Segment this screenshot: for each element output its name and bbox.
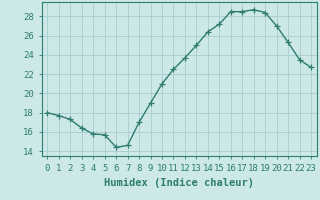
X-axis label: Humidex (Indice chaleur): Humidex (Indice chaleur)	[104, 178, 254, 188]
